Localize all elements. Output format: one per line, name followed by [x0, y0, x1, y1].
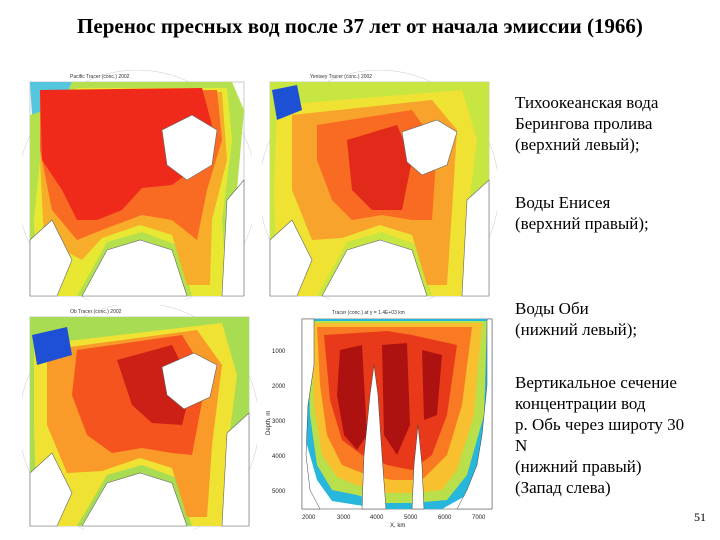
pacific-tracer-map: Pacific Tracer (conc.) 2002: [22, 70, 252, 300]
caption-ob-line-2: (нижний левый);: [515, 320, 638, 339]
pacific-land-south: [81, 239, 188, 297]
caption-ob: Воды Оби (нижний левый);: [515, 298, 637, 340]
caption-ob-line-1: Воды Оби: [515, 299, 589, 318]
ob-land-greenland: [161, 352, 218, 410]
caption-pacific: Тихоокеанская вода Берингова пролива (ве…: [515, 92, 658, 155]
yenisei-land-west: [269, 219, 313, 297]
caption-pacific-line-3: (верхний левый);: [515, 135, 640, 154]
section-y-tick-1: 2000: [272, 384, 286, 390]
ob-ocean-band-5: [32, 327, 72, 365]
section-x-tick-4: 6000: [438, 515, 452, 521]
pacific-land-west: [29, 219, 73, 297]
ob-map-header: Ob Tracer (conc.) 2002: [70, 309, 122, 315]
yenisei-land-east: [461, 179, 490, 297]
ob-vertical-section: Tracer (conc.) at y = 1.4E+03 km 1000 20…: [262, 305, 497, 530]
section-y-tick-3: 4000: [272, 454, 286, 460]
ob-land-west: [29, 452, 73, 527]
slide-title: Перенос пресных вод после 37 лет от нача…: [77, 14, 643, 38]
section-x-tick-1: 3000: [337, 515, 351, 521]
caption-section-line-2: концентрации вод: [515, 394, 646, 413]
section-header: Tracer (conc.) at y = 1.4E+03 km: [332, 310, 405, 316]
caption-pacific-line-1: Тихоокеанская вода: [515, 93, 659, 112]
section-y-tick-0: 1000: [272, 349, 286, 355]
section-x-tick-5: 7000: [472, 515, 486, 521]
section-band-5: [337, 343, 442, 455]
pacific-land-east: [221, 179, 245, 297]
yenisei-ocean-band-5: [272, 85, 302, 120]
pacific-land-greenland: [161, 114, 218, 181]
ob-tracer-map: Ob Tracer (conc.) 2002: [22, 305, 257, 530]
caption-section-line-1: Вертикальное сечение: [515, 373, 677, 392]
section-x-tick-3: 5000: [404, 515, 418, 521]
section-y-tick-4: 5000: [272, 489, 286, 495]
caption-yenisei-line-1: Воды Енисея: [515, 193, 611, 212]
caption-section-line-5: (нижний правый): [515, 457, 642, 476]
page-number: 51: [694, 510, 706, 524]
ob-land-east: [221, 412, 250, 527]
yenisei-ocean-band-4: [347, 125, 412, 210]
pacific-ocean-band-5: [40, 88, 212, 220]
section-x-label: X, km: [390, 523, 405, 529]
caption-section-line-4: N: [515, 436, 528, 455]
section-x-tick-2: 4000: [370, 515, 384, 521]
yenisei-tracer-map: Yenisey Tracer (conc.) 2002: [262, 70, 497, 300]
yenisei-land-south: [321, 239, 428, 297]
caption-pacific-line-2: Берингова пролива: [515, 114, 653, 133]
caption-yenisei: Воды Енисея (верхний правый);: [515, 192, 649, 234]
yenisei-land-greenland: [401, 119, 458, 176]
section-y-label: Depth, m: [266, 411, 272, 435]
section-y-tick-2: 3000: [272, 419, 286, 425]
caption-section-line-6: (Запад слева): [515, 478, 611, 497]
section-x-tick-0: 2000: [302, 515, 316, 521]
pacific-map-header: Pacific Tracer (conc.) 2002: [70, 74, 130, 80]
section-bathymetry: [301, 318, 493, 510]
caption-section: Вертикальное сечение концентрации вод р.…: [515, 372, 684, 498]
caption-section-line-3: р. Обь через широту 30: [515, 415, 685, 434]
ob-land-south: [81, 472, 188, 527]
yenisei-map-header: Yenisey Tracer (conc.) 2002: [310, 74, 372, 80]
caption-yenisei-line-2: (верхний правый);: [515, 214, 649, 233]
